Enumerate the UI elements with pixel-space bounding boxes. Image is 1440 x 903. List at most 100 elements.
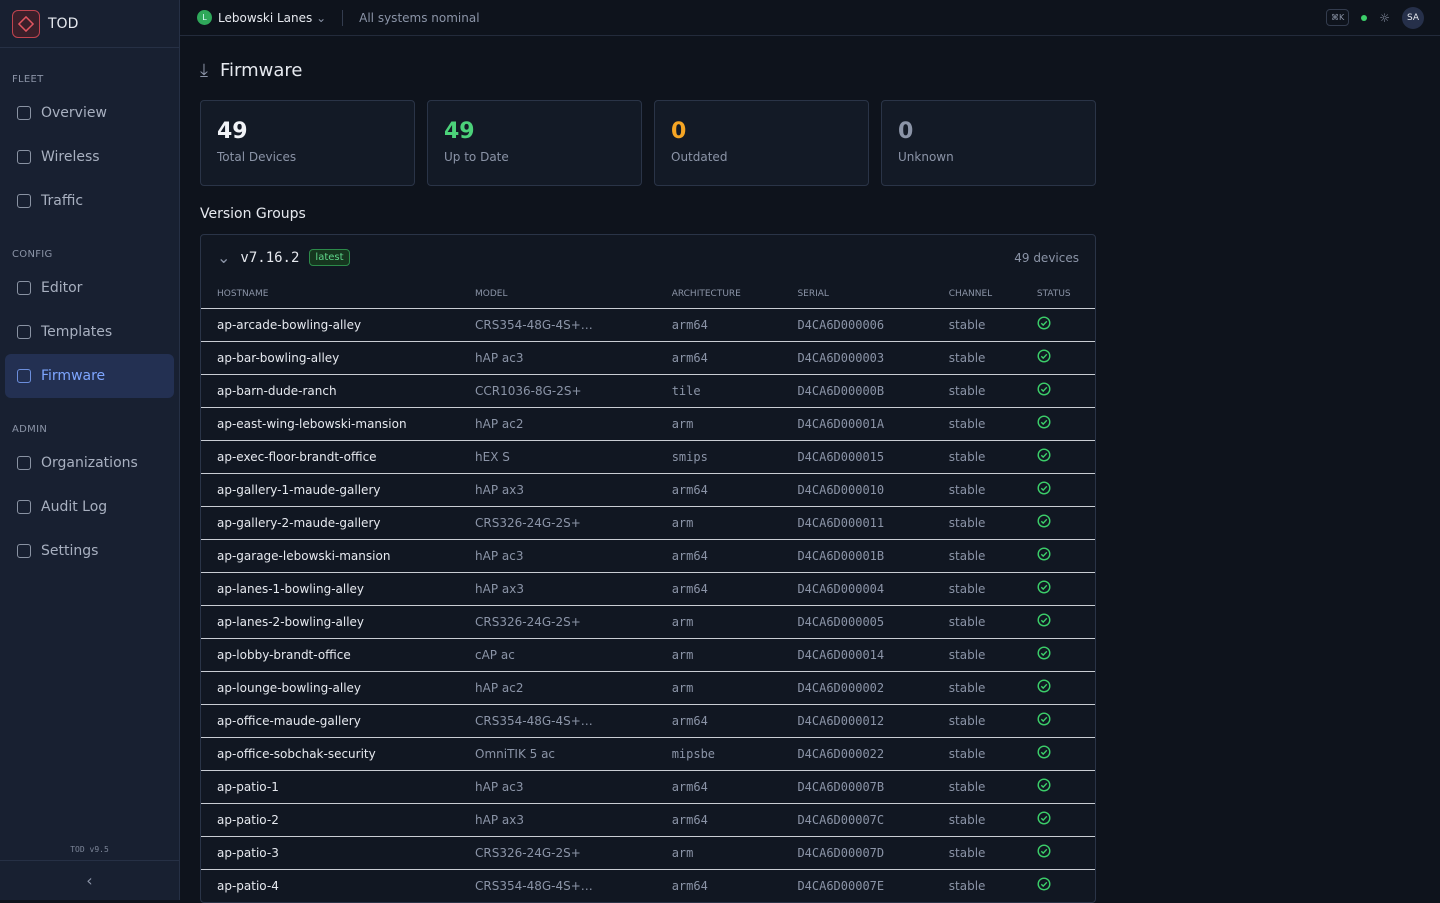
download-icon: ⤓: [200, 59, 208, 81]
cell: arm64: [655, 472, 782, 506]
device-row[interactable]: ap-garage-lebowski-mansion hAP ac3 arm64 D4…: [201, 538, 1095, 572]
status-cell: [1020, 604, 1095, 638]
device-row[interactable]: ap-patio-3 CRS326-24G-2S+ arm D4CA6D00007D s…: [201, 835, 1095, 869]
nav-item[interactable]: Editor: [5, 266, 174, 310]
nav-item[interactable]: Organizations: [5, 441, 174, 485]
cell: D4CA6D000010: [781, 472, 933, 506]
status-ok-icon: [1037, 811, 1051, 825]
cell: stable: [932, 505, 1021, 539]
status-ok-icon: [1037, 514, 1051, 528]
user-avatar[interactable]: SA: [1402, 6, 1424, 29]
cell: stable: [932, 571, 1021, 605]
cell: stable: [932, 373, 1021, 407]
stat-card: 0 Outdated: [654, 100, 869, 186]
nav-icon: [17, 456, 31, 470]
cell: D4CA6D000012: [781, 703, 933, 737]
device-row[interactable]: ap-barn-dude-ranch CCR1036-8G-2S+ tile D4CA…: [201, 373, 1095, 407]
status-cell: [1020, 868, 1095, 902]
nav-icon: [17, 150, 31, 164]
cell: D4CA6D000004: [781, 571, 933, 605]
column-header: STATUS: [1036, 288, 1071, 299]
cell: CRS354-48G-4S+…: [459, 868, 656, 902]
cell: stable: [932, 340, 1021, 374]
nav-item[interactable]: Overview: [5, 91, 174, 135]
stat-value: 49: [217, 119, 248, 144]
cell: D4CA6D00007C: [781, 802, 933, 836]
chevron: ⌄: [217, 248, 231, 267]
status-ok-icon: [1037, 547, 1051, 561]
device-row[interactable]: ap-arcade-bowling-alley CRS354-48G-4S+… ar…: [201, 307, 1095, 341]
version: v7.16.2: [240, 249, 300, 266]
cell: ap-gallery-1-maude-gallery: [201, 472, 459, 506]
cell: ap-patio-2: [201, 802, 459, 836]
nav-icon: [17, 500, 31, 514]
section-title: Version Groups: [200, 206, 306, 222]
device-row[interactable]: ap-east-wing-lebowski-mansion hAP ac2 arm D…: [201, 406, 1095, 440]
status-cell: [1020, 538, 1095, 572]
device-row[interactable]: ap-office-maude-gallery CRS354-48G-4S+… ar…: [201, 703, 1095, 737]
cell: CRS354-48G-4S+…: [459, 307, 656, 341]
nav-item[interactable]: Settings: [5, 529, 174, 573]
column-header: ARCHITECTURE: [671, 288, 741, 299]
theme-toggle[interactable]: ☼: [1379, 10, 1390, 25]
nav-item[interactable]: Traffic: [5, 179, 174, 223]
stat-label: Unknown: [898, 150, 954, 164]
cell: arm64: [655, 307, 782, 341]
device-row[interactable]: ap-patio-2 hAP ax3 arm64 D4CA6D00007C stable: [201, 802, 1095, 836]
chevron: ⌄: [312, 10, 327, 25]
device-row[interactable]: ap-patio-1 hAP ac3 arm64 D4CA6D00007B stable: [201, 769, 1095, 803]
cell: arm: [655, 505, 782, 539]
nav-item[interactable]: Templates: [5, 310, 174, 354]
nav-label: Settings: [41, 543, 99, 559]
org-switcher[interactable]: Lebowski Lanes: [218, 10, 313, 25]
nav-section-label: CONFIG: [12, 249, 53, 260]
status-ok-icon: [1037, 448, 1051, 462]
device-row[interactable]: ap-lobby-brandt-office cAP ac arm D4CA6D000…: [201, 637, 1095, 671]
status-cell: [1020, 736, 1095, 770]
cell: D4CA6D00007B: [781, 769, 933, 803]
main: ⤓ Firmware 49 Total Devices 49 Up to Date 0 Ou…: [200, 36, 1096, 903]
collapse-button[interactable]: ‹: [0, 860, 179, 900]
cell: ap-lounge-bowling-alley: [201, 670, 459, 704]
cell: stable: [932, 604, 1021, 638]
nav-item[interactable]: Wireless: [5, 135, 174, 179]
cell: D4CA6D000015: [781, 439, 933, 473]
device-row[interactable]: ap-lanes-2-bowling-alley CRS326-24G-2S+ ar…: [201, 604, 1095, 638]
group-header[interactable]: ⌄ v7.16.2 latest 49 devices: [201, 235, 1095, 280]
nav-section-label: ADMIN: [12, 424, 48, 435]
column-header: MODEL: [475, 288, 508, 299]
device-row[interactable]: ap-lounge-bowling-alley hAP ac2 arm D4CA6D0…: [201, 670, 1095, 704]
column-header: SERIAL: [797, 288, 829, 299]
status-ok-icon: [1037, 679, 1051, 693]
device-row[interactable]: ap-office-sobchak-security OmniTIK 5 ac mi…: [201, 736, 1095, 770]
device-row[interactable]: ap-gallery-1-maude-gallery hAP ax3 arm64 D4…: [201, 472, 1095, 506]
status-cell: [1020, 637, 1095, 671]
nav-icon: [17, 369, 31, 383]
cell: stable: [932, 835, 1021, 869]
brand[interactable]: TOD: [0, 0, 179, 48]
device-row[interactable]: ap-lanes-1-bowling-alley hAP ax3 arm64 D4CA…: [201, 571, 1095, 605]
cell: stable: [932, 769, 1021, 803]
nav-item[interactable]: Audit Log: [5, 485, 174, 529]
status-ok-icon: [1037, 415, 1051, 429]
cell: stable: [932, 472, 1021, 506]
column-header: CHANNEL: [948, 288, 993, 299]
cell: tile: [655, 373, 782, 407]
device-row[interactable]: ap-patio-4 CRS354-48G-4S+… arm64 D4CA6D0000…: [201, 868, 1095, 902]
cell: ap-arcade-bowling-alley: [201, 307, 459, 341]
stat-value: 0: [898, 119, 914, 144]
command-shortcut[interactable]: ⌘K: [1325, 9, 1350, 26]
status-cell: [1020, 340, 1095, 374]
stat-label: Outdated: [671, 150, 728, 164]
nav-item[interactable]: Firmware: [5, 354, 174, 398]
status-cell: [1020, 703, 1095, 737]
device-row[interactable]: ap-gallery-2-maude-gallery CRS326-24G-2S+…: [201, 505, 1095, 539]
header-row: HOSTNAME MODEL ARCHITECTURE SERIAL CHANNEL ST…: [201, 280, 1095, 308]
device-row[interactable]: ap-bar-bowling-alley hAP ac3 arm64 D4CA6D00…: [201, 340, 1095, 374]
nav-icon: [17, 194, 31, 208]
cell: stable: [932, 637, 1021, 671]
nav-icon: [17, 325, 31, 339]
status-cell: [1020, 472, 1095, 506]
